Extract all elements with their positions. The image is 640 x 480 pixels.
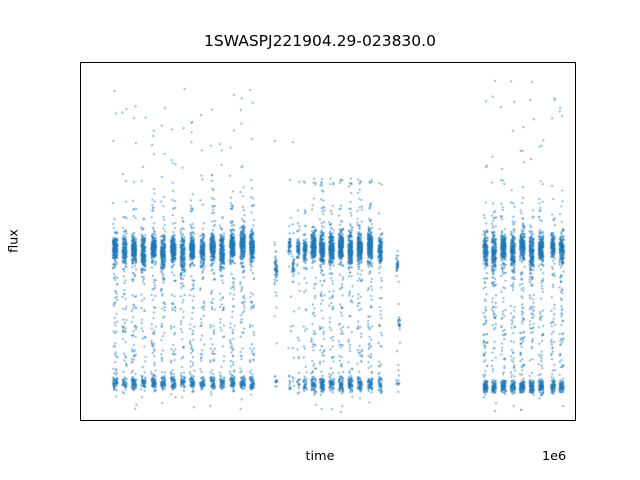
x-axis-label: time: [305, 449, 335, 464]
y-tick-mark: [80, 412, 81, 413]
y-tick-mark: [80, 68, 81, 69]
y-tick-mark: [80, 344, 81, 345]
y-tick-mark: [80, 137, 81, 138]
x-axis-offset-label: 1e6: [542, 449, 567, 464]
plot-area: 406080100120140 2.45462.45482.45502.4552…: [80, 62, 576, 421]
y-tick-mark: [80, 206, 81, 207]
scatter-points-layer: [81, 63, 575, 420]
y-axis-label: flux: [6, 229, 22, 253]
y-tick-mark: [80, 275, 81, 276]
page-title: 1SWASPJ221904.29-023830.0: [204, 32, 436, 50]
